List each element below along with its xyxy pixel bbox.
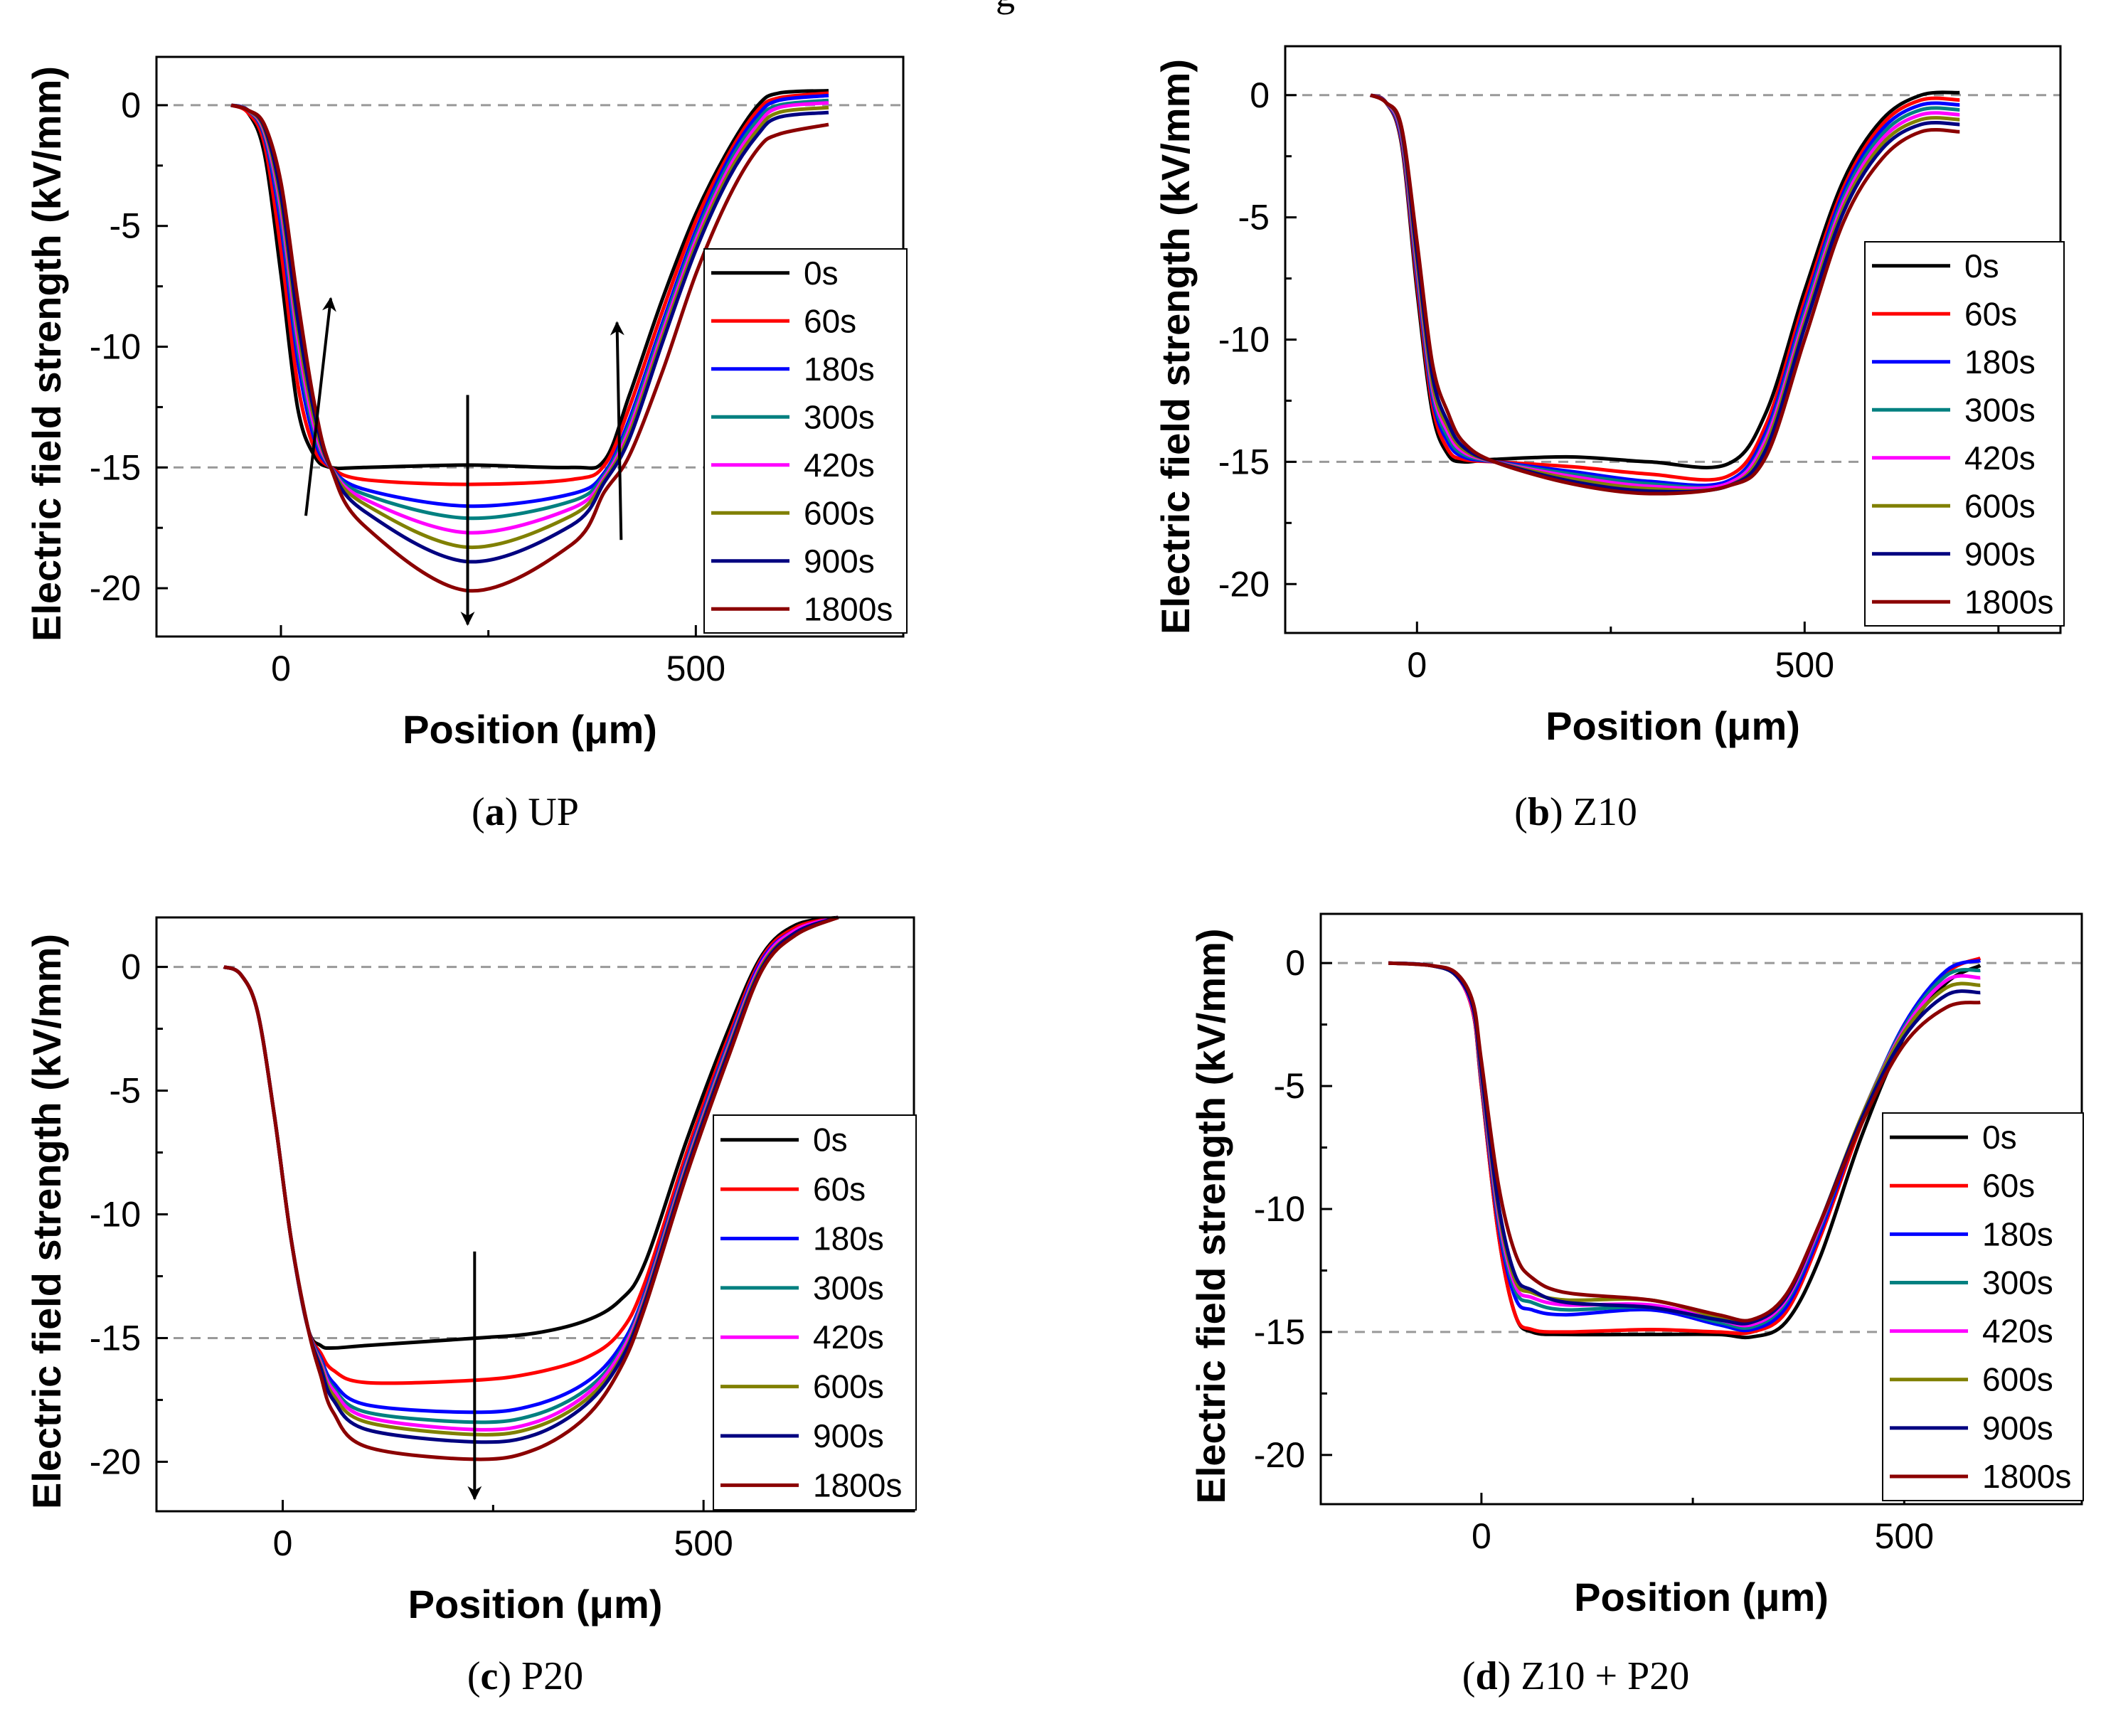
panel-b: 0 -5 -10 -15 -20 0 500 Position (μm) Electric fi… xyxy=(1050,0,2101,868)
x-tick-label: 0 xyxy=(273,1523,293,1563)
y-tick-label: -20 xyxy=(90,568,141,608)
legend-label-180s: 180s xyxy=(1982,1215,2053,1252)
x-tick-label: 500 xyxy=(1775,645,1834,685)
legend-label-900s: 900s xyxy=(1964,536,2036,573)
y-tick-label: -15 xyxy=(1254,1312,1305,1352)
y-tick-label: -5 xyxy=(1274,1066,1305,1106)
y-tick-label: -15 xyxy=(1218,442,1270,481)
legend: 0s 60s 180s 300s 420s 600s 900s 1800s xyxy=(1864,241,2065,627)
legend-label-60s: 60s xyxy=(1982,1167,2035,1204)
series-line-60s xyxy=(230,91,829,486)
x-axis-title: Position (μm) xyxy=(1574,1575,1829,1619)
legend: 0s 60s 180s 300s 420s 600s 900s 1800s xyxy=(713,1114,917,1511)
legend: 0s 60s 180s 300s 420s 600s 900s 1800s xyxy=(1882,1112,2084,1501)
caption-a: (a) UP xyxy=(472,790,579,834)
x-axis-title: Position (μm) xyxy=(403,707,657,752)
y-axis-title: Electric field strength (kV/mm) xyxy=(24,66,69,641)
legend-label-600s: 600s xyxy=(813,1368,884,1405)
legend-label-0s: 0s xyxy=(1982,1119,2017,1156)
legend-label-1800s: 1800s xyxy=(1964,583,2053,620)
series-line-1800s xyxy=(1369,93,1960,496)
chart-c: 0 -5 -10 -15 -20 0 500 Position (μm) Electric fi… xyxy=(24,915,917,1626)
x-tick-label: 500 xyxy=(666,649,725,688)
legend-label-0s: 0s xyxy=(813,1122,848,1159)
page-caption-fragment: g xyxy=(996,0,1015,16)
trend-arrow xyxy=(610,321,624,540)
y-tick-label: 0 xyxy=(121,85,141,125)
legend-label-180s: 180s xyxy=(804,351,875,388)
caption-d: (d) Z10 + P20 xyxy=(1462,1654,1690,1698)
series-line-900s xyxy=(230,103,829,564)
legend-label-300s: 300s xyxy=(1982,1264,2053,1301)
legend-label-900s: 900s xyxy=(1982,1410,2053,1447)
legend-box xyxy=(713,1114,917,1511)
legend-label-420s: 420s xyxy=(804,447,875,484)
trend-arrow xyxy=(304,297,336,516)
legend-label-420s: 420s xyxy=(1964,440,2036,476)
y-tick-label: -5 xyxy=(110,1071,141,1111)
series-line-1800s xyxy=(230,103,829,593)
y-tick-label: -10 xyxy=(1254,1189,1305,1229)
y-axis-title: Electric field strength (kV/mm) xyxy=(24,934,69,1509)
y-tick-label: -20 xyxy=(1254,1435,1305,1475)
legend-label-600s: 600s xyxy=(804,494,875,531)
chart-b: 0 -5 -10 -15 -20 0 500 Position (μm) Electric fi… xyxy=(1153,45,2065,748)
caption-c: (c) P20 xyxy=(467,1654,584,1698)
y-tick-label: 0 xyxy=(1250,75,1270,115)
legend-label-420s: 420s xyxy=(813,1319,884,1356)
legend-label-60s: 60s xyxy=(1964,295,2017,332)
legend-label-300s: 300s xyxy=(1964,391,2036,428)
legend-label-600s: 600s xyxy=(1964,487,2036,524)
y-tick-label: -5 xyxy=(1238,198,1270,238)
legend-box xyxy=(1864,241,2065,627)
panel-a: 0 -5 -10 -15 -20 0 500 Position (μm) Electric fi… xyxy=(0,0,1050,868)
legend-label-1800s: 1800s xyxy=(813,1466,902,1503)
panel-c: 0 -5 -10 -15 -20 0 500 Position (μm) Electric fi… xyxy=(0,864,1050,1732)
legend-label-300s: 300s xyxy=(813,1269,884,1306)
y-tick-label: 0 xyxy=(1285,943,1305,983)
legend-label-300s: 300s xyxy=(804,398,875,435)
legend-box xyxy=(703,248,908,634)
legend-label-900s: 900s xyxy=(804,543,875,580)
series-line-0s xyxy=(230,89,829,471)
legend-label-60s: 60s xyxy=(813,1171,866,1208)
x-tick-label: 500 xyxy=(1875,1516,1934,1556)
legend-label-420s: 420s xyxy=(1982,1313,2053,1350)
legend-box xyxy=(1882,1112,2084,1501)
y-tick-label: -15 xyxy=(90,447,141,487)
y-tick-label: -20 xyxy=(1218,564,1270,604)
legend-label-180s: 180s xyxy=(1964,344,2036,380)
y-tick-label: -5 xyxy=(110,206,141,246)
y-tick-label: 0 xyxy=(121,947,141,987)
legend: 0s 60s 180s 300s 420s 600s 900s 1800s xyxy=(703,248,908,634)
legend-label-1800s: 1800s xyxy=(804,590,893,627)
legend-label-600s: 600s xyxy=(1982,1361,2053,1398)
y-axis-title: Electric field strength (kV/mm) xyxy=(1153,59,1198,634)
y-tick-label: -10 xyxy=(90,1195,141,1235)
y-tick-label: -10 xyxy=(90,327,141,367)
panel-d: 0 -5 -10 -15 -20 0 500 Position (μm) Electric fi… xyxy=(1050,864,2101,1732)
legend-label-900s: 900s xyxy=(813,1417,884,1454)
chart-d: 0 -5 -10 -15 -20 0 500 Position (μm) Electric fi… xyxy=(1188,912,2084,1619)
series-line-1800s xyxy=(223,915,839,1461)
legend-label-1800s: 1800s xyxy=(1982,1458,2071,1495)
x-tick-label: 0 xyxy=(1407,645,1427,685)
x-axis-title: Position (μm) xyxy=(1546,703,1800,748)
caption-b: (b) Z10 xyxy=(1514,790,1637,834)
y-tick-label: -15 xyxy=(90,1318,141,1358)
x-axis-title: Position (μm) xyxy=(408,1582,663,1626)
x-tick-label: 0 xyxy=(1472,1516,1491,1556)
x-tick-label: 500 xyxy=(674,1523,733,1563)
y-tick-label: -10 xyxy=(1218,320,1270,360)
legend-label-0s: 0s xyxy=(1964,247,1999,284)
y-tick-label: -20 xyxy=(90,1442,141,1481)
series-line-1800s xyxy=(1388,961,1981,1323)
y-axis-title: Electric field strength (kV/mm) xyxy=(1188,928,1233,1503)
legend-label-60s: 60s xyxy=(804,302,856,339)
legend-label-180s: 180s xyxy=(813,1220,884,1257)
x-tick-label: 0 xyxy=(271,649,291,688)
legend-label-0s: 0s xyxy=(804,255,839,292)
